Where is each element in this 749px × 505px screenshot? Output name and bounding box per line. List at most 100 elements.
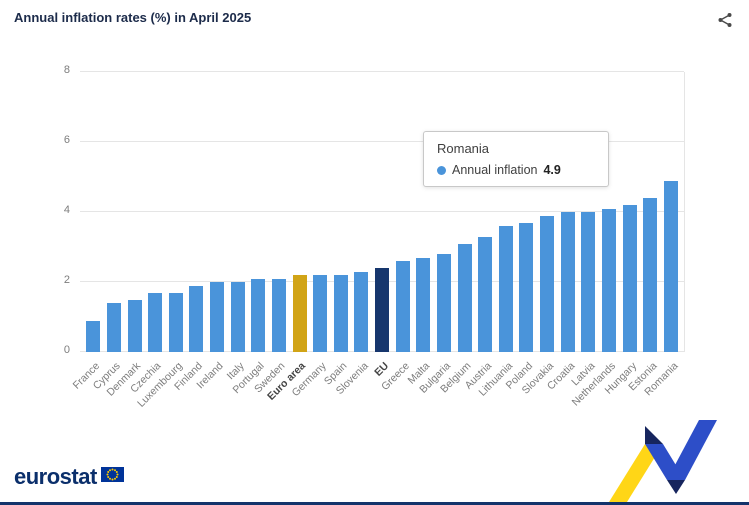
tooltip-value: 4.9 <box>543 163 561 177</box>
bar-slot <box>392 72 413 352</box>
bar-slot <box>83 72 104 352</box>
bar-luxembourg[interactable] <box>168 292 183 352</box>
bar-slot <box>289 72 310 352</box>
bar-portugal[interactable] <box>251 278 266 352</box>
bar-spain[interactable] <box>333 275 348 352</box>
x-label-slot: Greece <box>379 353 414 468</box>
bar-slot <box>516 72 537 352</box>
bar-finland[interactable] <box>189 285 204 352</box>
bar-germany[interactable] <box>313 275 328 352</box>
bar-slot <box>475 72 496 352</box>
tooltip-country-name: Romania <box>437 141 490 156</box>
bar-slot <box>207 72 228 352</box>
bar-slot <box>104 72 125 352</box>
bar-austria[interactable] <box>478 236 493 352</box>
x-label-slot: Luxembourg <box>135 353 187 468</box>
x-label-slot: Cyprus <box>90 353 125 468</box>
bar-slot <box>145 72 166 352</box>
bar-slot <box>269 72 290 352</box>
bar-slot <box>227 72 248 352</box>
x-label-slot: EU <box>372 353 393 468</box>
bar-slot <box>372 72 393 352</box>
bar-slot <box>640 72 661 352</box>
eu-flag-icon <box>100 467 124 487</box>
gridline-8: 8 <box>64 64 684 76</box>
bar-estonia[interactable] <box>643 198 658 352</box>
bar-slot <box>310 72 331 352</box>
bar-belgium[interactable] <box>457 243 472 352</box>
bar-euro-area[interactable] <box>292 275 307 352</box>
x-label-slot: Malta <box>406 353 435 468</box>
x-label-slot: Lithuania <box>476 353 517 468</box>
bar-italy[interactable] <box>230 282 245 352</box>
x-label-slot: Spain <box>322 353 352 468</box>
x-label-slot: Latvia <box>569 353 600 468</box>
eurostat-wordmark: eurostat <box>14 464 97 489</box>
bar-slot <box>599 72 620 352</box>
bar-slot <box>619 72 640 352</box>
bar-slot <box>331 72 352 352</box>
x-label-slot: Croatia <box>544 353 579 468</box>
x-label-slot: Slovakia <box>520 353 558 468</box>
y-tick-label: 2 <box>63 274 70 286</box>
share-button[interactable] <box>715 10 735 30</box>
x-label-slot: Slovenia <box>333 353 373 468</box>
bar-malta[interactable] <box>416 257 431 352</box>
bar-slot <box>661 72 682 352</box>
y-tick-label: 4 <box>63 204 70 216</box>
chart-title: Annual inflation rates (%) in April 2025 <box>14 10 252 25</box>
x-axis-labels: France Cyprus Denmark Czechia Luxembourg Finl… <box>70 353 685 468</box>
eurostat-ribbon-decoration <box>603 402 733 502</box>
bar-latvia[interactable] <box>581 212 596 352</box>
x-label-slot: Belgium <box>438 353 476 468</box>
bar-greece[interactable] <box>395 261 410 352</box>
y-tick-label: 0 <box>63 344 70 356</box>
tooltip-series-label: Annual inflation <box>452 163 538 177</box>
bar-bulgaria[interactable] <box>436 254 451 352</box>
bar-slot <box>413 72 434 352</box>
chart-header: Annual inflation rates (%) in April 2025 <box>0 0 749 30</box>
bar-slot <box>434 72 455 352</box>
x-label-slot: Czechia <box>128 353 166 468</box>
bar-cyprus[interactable] <box>106 303 121 352</box>
bar-czechia[interactable] <box>148 292 163 352</box>
y-tick-label: 6 <box>63 134 70 146</box>
bar-slot <box>248 72 269 352</box>
x-label-slot: Euro area <box>266 353 311 468</box>
y-tick-label: 8 <box>63 64 70 76</box>
bar-slot <box>124 72 145 352</box>
bar-slot <box>557 72 578 352</box>
gridline-4: 4 <box>64 204 684 216</box>
bar-slovenia[interactable] <box>354 271 369 352</box>
x-label-slot: Italy <box>224 353 249 468</box>
x-label-slot: Austria <box>463 353 496 468</box>
bar-romania[interactable] <box>663 180 678 352</box>
x-label-slot: Ireland <box>195 353 228 468</box>
bar-eu[interactable] <box>375 268 390 352</box>
bar-croatia[interactable] <box>560 212 575 352</box>
bar-slot <box>186 72 207 352</box>
bar-slot <box>537 72 558 352</box>
x-label-slot: Sweden <box>252 353 290 468</box>
bar-denmark[interactable] <box>127 299 142 352</box>
chart-tooltip: Romania Annual inflation 4.9 <box>423 131 609 187</box>
bar-france[interactable] <box>86 320 101 352</box>
eurostat-logo: eurostat <box>14 464 124 490</box>
share-icon <box>717 13 733 32</box>
x-label-slot: France <box>70 353 104 468</box>
bar-sweden[interactable] <box>271 278 286 352</box>
bar-slovakia[interactable] <box>540 215 555 352</box>
bar-netherlands[interactable] <box>601 208 616 352</box>
bars-container <box>80 72 684 352</box>
bar-poland[interactable] <box>519 222 534 352</box>
bar-hungary[interactable] <box>622 205 637 352</box>
x-label-slot: Bulgaria <box>417 353 455 468</box>
x-label-slot: Finland <box>172 353 207 468</box>
series-dot-icon <box>437 165 446 175</box>
bar-chart-plot-area: 0 2 4 6 8 <box>64 64 685 356</box>
bar-lithuania[interactable] <box>498 226 513 352</box>
bar-ireland[interactable] <box>210 282 225 352</box>
bar-slot <box>351 72 372 352</box>
tooltip-series-row: Annual inflation 4.9 <box>437 163 595 177</box>
